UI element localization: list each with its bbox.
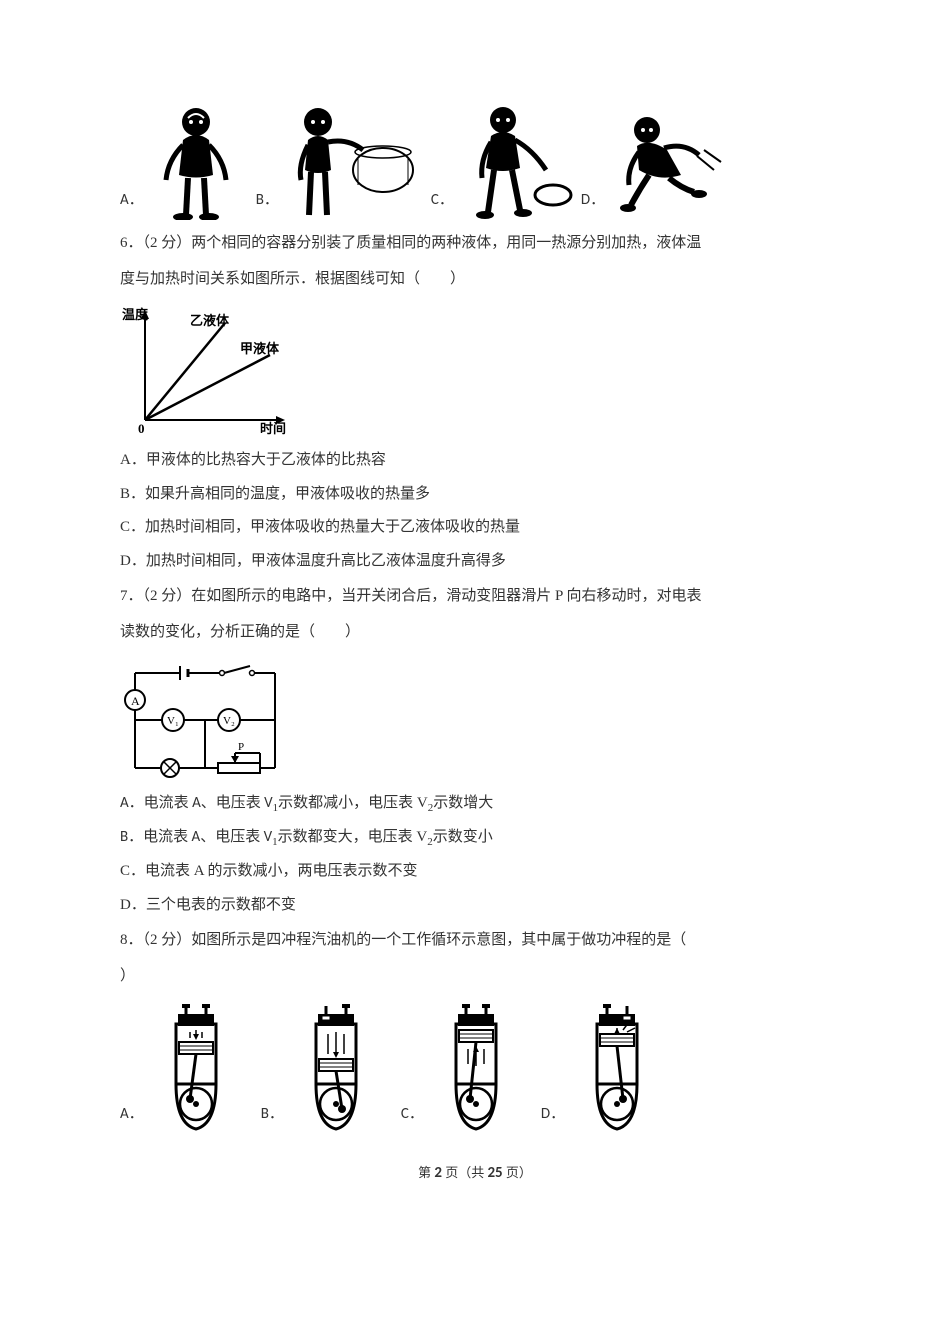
q5-option-a: A． xyxy=(120,100,248,220)
svg-text:V₁: V₁ xyxy=(167,715,179,727)
q5-image-b xyxy=(283,100,423,220)
q5-label-b: B． xyxy=(256,185,279,221)
q5-image-c xyxy=(458,100,573,220)
q6-text-line1: 6．（2 分）两个相同的容器分别装了质量相同的两种液体，用同一热源分别加热，液体… xyxy=(120,228,830,260)
q8-label-c: C． xyxy=(401,1099,424,1135)
q7-answer-a: A．电流表 A、电压表 V1示数都减小，电压表 V2示数增大 xyxy=(120,788,830,820)
svg-text:P: P xyxy=(238,741,244,753)
q8-option-b: B． xyxy=(261,1004,383,1134)
q5-option-c: C． xyxy=(431,100,573,220)
svg-text:0: 0 xyxy=(138,421,145,435)
q8-label-d: D． xyxy=(541,1099,565,1135)
q6-chart: 温度 时间 乙液体 甲液体 0 xyxy=(120,305,830,435)
svg-text:A: A xyxy=(131,694,140,708)
q8-label-a: A． xyxy=(120,1099,144,1135)
q7-answers: A．电流表 A、电压表 V1示数都减小，电压表 V2示数增大 B．电流表 A、电… xyxy=(120,788,830,921)
q8-options: A． B． xyxy=(120,1004,830,1134)
q6-answer-c: C．加热时间相同，甲液体吸收的热量大于乙液体吸收的热量 xyxy=(120,512,830,544)
q6-answer-d: D．加热时间相同，甲液体温度升高比乙液体温度升高得多 xyxy=(120,546,830,578)
q5-option-b: B． xyxy=(256,100,423,220)
q6-text-line2: 度与加热时间关系如图所示．根据图线可知（ ） xyxy=(120,264,830,296)
q5-image-d xyxy=(609,100,729,220)
q6-xlabel: 时间 xyxy=(260,421,286,435)
q7-text-line2: 读数的变化，分析正确的是（ ） xyxy=(120,617,830,649)
q7-answer-c: C．电流表 A 的示数减小，两电压表示数不变 xyxy=(120,856,830,888)
svg-text:V₂: V₂ xyxy=(223,715,235,727)
q5-label-c: C． xyxy=(431,185,454,221)
q5-label-a: A． xyxy=(120,185,144,221)
q8-engine-a xyxy=(148,1004,243,1134)
q6-answer-b: B．如果升高相同的温度，甲液体吸收的热量多 xyxy=(120,479,830,511)
q8-engine-d xyxy=(569,1004,664,1134)
q5-label-d: D． xyxy=(581,185,605,221)
q6-answer-a: A．甲液体的比热容大于乙液体的比热容 xyxy=(120,445,830,477)
q8-text-line1: 8．（2 分）如图所示是四冲程汽油机的一个工作循环示意图，其中属于做功冲程的是（ xyxy=(120,925,830,957)
q8-option-c: C． xyxy=(401,1004,523,1134)
q7-answer-b: B．电流表 A、电压表 V1示数都变大，电压表 V2示数变小 xyxy=(120,822,830,854)
q8-engine-b xyxy=(288,1004,383,1134)
q8-engine-c xyxy=(428,1004,523,1134)
q5-options: A． B． C． xyxy=(120,100,830,220)
q5-option-d: D． xyxy=(581,100,729,220)
q7-text-line1: 7．（2 分）在如图所示的电路中，当开关闭合后，滑动变阻器滑片 P 向右移动时，… xyxy=(120,581,830,613)
q8-option-a: A． xyxy=(120,1004,243,1134)
q8-option-d: D． xyxy=(541,1004,664,1134)
q7-circuit: A V₁ V₂ P xyxy=(120,658,830,778)
q6-series-a: 甲液体 xyxy=(240,341,280,356)
q8-text-line2: ） xyxy=(120,961,830,993)
q8-label-b: B． xyxy=(261,1099,284,1135)
q6-series-b: 乙液体 xyxy=(190,313,230,328)
q7-answer-d: D．三个电表的示数都不变 xyxy=(120,890,830,922)
q6-ylabel: 温度 xyxy=(122,307,149,322)
page-footer: 第 2 页（共 25 页） xyxy=(120,1158,830,1190)
q6-answers: A．甲液体的比热容大于乙液体的比热容 B．如果升高相同的温度，甲液体吸收的热量多… xyxy=(120,445,830,577)
q5-image-a xyxy=(148,100,248,220)
